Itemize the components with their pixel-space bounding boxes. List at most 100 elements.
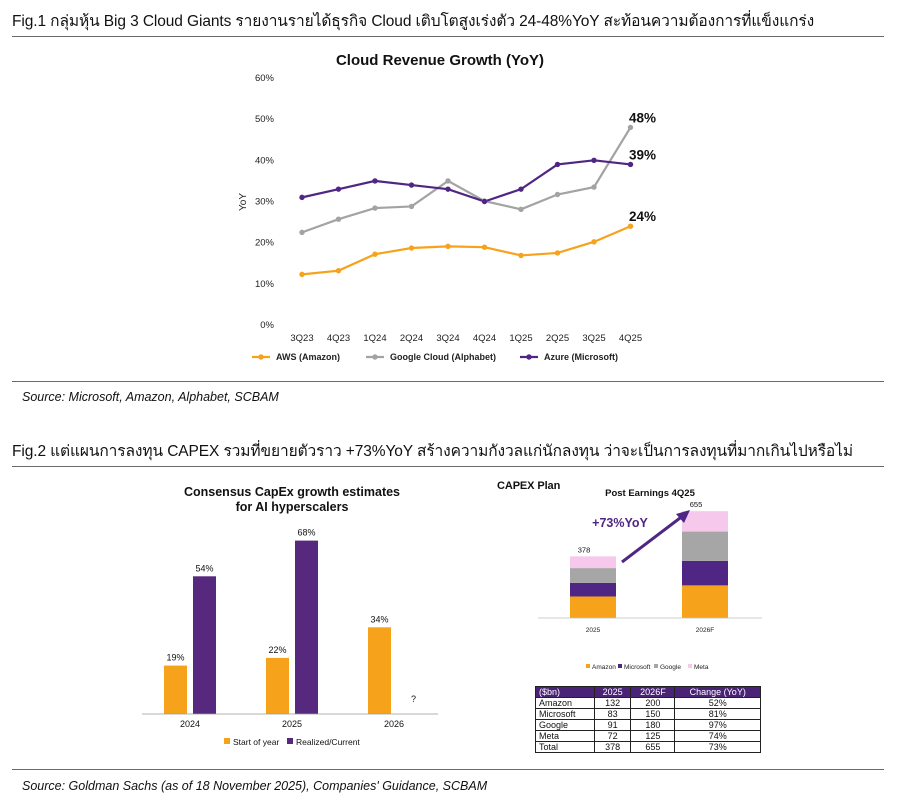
- fig1-top-divider: [12, 36, 884, 37]
- capex-table: ($bn) 2025 2026F Change (YoY) Amazon 132 200 5…: [535, 686, 761, 753]
- consensus-data-label: ?: [411, 694, 416, 704]
- capex-table-row: Total 378 655 73%: [535, 741, 761, 753]
- cloud-data-point: [518, 186, 524, 192]
- cloud-data-point: [408, 182, 415, 188]
- growth-arrow-line: [621, 513, 685, 564]
- capex-table-cell: 72: [593, 730, 632, 742]
- growth-arrow-head: [676, 510, 690, 523]
- cloud-xtick-label: 4Q24: [473, 333, 496, 344]
- capex-legend-swatch: [618, 664, 622, 668]
- consensus-title-line: for AI hyperscalers: [236, 500, 349, 514]
- cloud-ytick-label: 40%: [255, 155, 275, 166]
- consensus-xtick-label: 2026: [384, 719, 404, 729]
- cloud-data-point: [445, 243, 451, 250]
- capex-xtick-label: 2026F: [696, 627, 714, 634]
- capex-table-cell: 74%: [674, 730, 761, 742]
- capex-legend-label: Microsoft: [624, 664, 651, 671]
- capex-table-body: Amazon 132 200 52% Microsoft 83 150 81% Google 91…: [535, 697, 761, 753]
- capex-stack-segment: [570, 582, 616, 597]
- cloud-data-point: [627, 161, 634, 168]
- capex-stack-segment: [570, 596, 616, 618]
- capex-table-header: ($bn) 2025 2026F Change (YoY): [535, 686, 761, 698]
- cloud-data-point: [591, 184, 597, 190]
- cloud-data-point: [408, 203, 415, 210]
- capex-table-cell: 52%: [674, 697, 761, 709]
- cloud-data-point: [299, 271, 305, 278]
- capex-table-cell: Meta: [535, 730, 595, 742]
- capex-legend-label: Google: [660, 664, 681, 671]
- consensus-bar: [193, 576, 216, 714]
- capex-table-column-header: ($bn): [535, 686, 595, 698]
- capex-table-cell: 125: [630, 730, 676, 742]
- cloud-data-point: [445, 178, 451, 184]
- capex-table-cell: 378: [593, 741, 632, 753]
- cloud-xtick-label: 3Q25: [582, 333, 605, 344]
- consensus-bar: [266, 657, 289, 714]
- cloud-chart-ylabel: YoY: [238, 193, 249, 211]
- cloud-data-point: [591, 239, 597, 245]
- cloud-data-point: [335, 216, 342, 222]
- cloud-series-line: [301, 126, 632, 234]
- cloud-xtick-label: 4Q23: [327, 333, 350, 344]
- legend-marker: [526, 354, 532, 360]
- cloud-data-point: [591, 157, 597, 164]
- capex-table-row: Amazon 132 200 52%: [535, 697, 761, 709]
- capex-table-cell: Amazon: [535, 697, 595, 709]
- cloud-data-point: [518, 206, 524, 213]
- consensus-xtick-label: 2024: [180, 719, 200, 729]
- cloud-chart-title: Cloud Revenue Growth (YoY): [336, 52, 544, 69]
- capex-table-cell: Google: [535, 719, 595, 731]
- capex-table-wrap: ($bn) 2025 2026F Change (YoY) Amazon 132 200 5…: [535, 686, 761, 753]
- cloud-series-line: [301, 225, 631, 276]
- capex-plan-chart: Post Earnings 4Q25 378 655 +73%YoY 2025 20…: [538, 488, 762, 671]
- cloud-ytick-label: 20%: [255, 238, 275, 249]
- cloud-xtick-label: 1Q24: [363, 333, 386, 344]
- capex-table-cell: Total: [535, 741, 595, 753]
- consensus-data-label: 68%: [297, 528, 315, 538]
- fig2-bottom-divider: [12, 769, 884, 770]
- capex-table-cell: 83: [593, 708, 632, 720]
- capex-total-label: 655: [690, 500, 703, 509]
- capex-stack-segment: [682, 511, 728, 532]
- capex-table-row: Meta 72 125 74%: [535, 730, 761, 742]
- cloud-data-point: [299, 229, 305, 236]
- capex-table-cell: 655: [630, 741, 676, 753]
- fig2-top-divider: [12, 466, 884, 467]
- cloud-ytick-label: 30%: [255, 197, 275, 208]
- capex-legend-swatch: [586, 664, 590, 668]
- cloud-data-point: [481, 198, 488, 205]
- consensus-xtick-label: 2025: [282, 719, 302, 729]
- cloud-ytick-label: 10%: [255, 279, 275, 290]
- capex-table-cell: 150: [630, 708, 676, 720]
- legend-label: Google Cloud (Alphabet): [390, 352, 496, 362]
- cloud-data-point: [335, 186, 342, 192]
- capex-table-cell: 180: [630, 719, 676, 731]
- fig2-source: Source: Goldman Sachs (as of 18 November…: [22, 779, 488, 793]
- cloud-data-point: [518, 252, 524, 259]
- cloud-end-label: 39%: [629, 147, 656, 162]
- capex-table-cell: 132: [593, 697, 632, 709]
- capex-stack-segment: [682, 560, 728, 586]
- cloud-data-point: [372, 205, 378, 211]
- consensus-legend-swatch: [224, 738, 230, 744]
- cloud-xtick-label: 3Q23: [290, 333, 313, 344]
- cloud-data-point: [627, 223, 634, 229]
- cloud-data-point: [554, 250, 561, 256]
- capex-table-column-header: 2025: [593, 686, 632, 698]
- capex-table-row: Google 91 180 97%: [535, 719, 761, 731]
- cloud-data-point: [445, 186, 451, 192]
- cloud-data-point: [408, 245, 415, 251]
- capex-table-column-header: Change (YoY): [674, 686, 761, 698]
- consensus-bar: [164, 665, 187, 714]
- cloud-xtick-label: 1Q25: [509, 333, 532, 344]
- cloud-data-point: [554, 191, 561, 198]
- fig1-source: Source: Microsoft, Amazon, Alphabet, SCB…: [22, 390, 279, 404]
- cloud-data-point: [627, 124, 634, 131]
- cloud-xtick-label: 2Q24: [400, 333, 423, 344]
- cloud-data-point: [554, 161, 561, 168]
- cloud-data-point: [299, 194, 305, 201]
- growth-label: +73%YoY: [592, 516, 648, 530]
- consensus-data-label: 19%: [166, 653, 184, 663]
- cloud-revenue-chart: Cloud Revenue Growth (YoY) YoY 0% 10% 20% 3…: [238, 52, 656, 362]
